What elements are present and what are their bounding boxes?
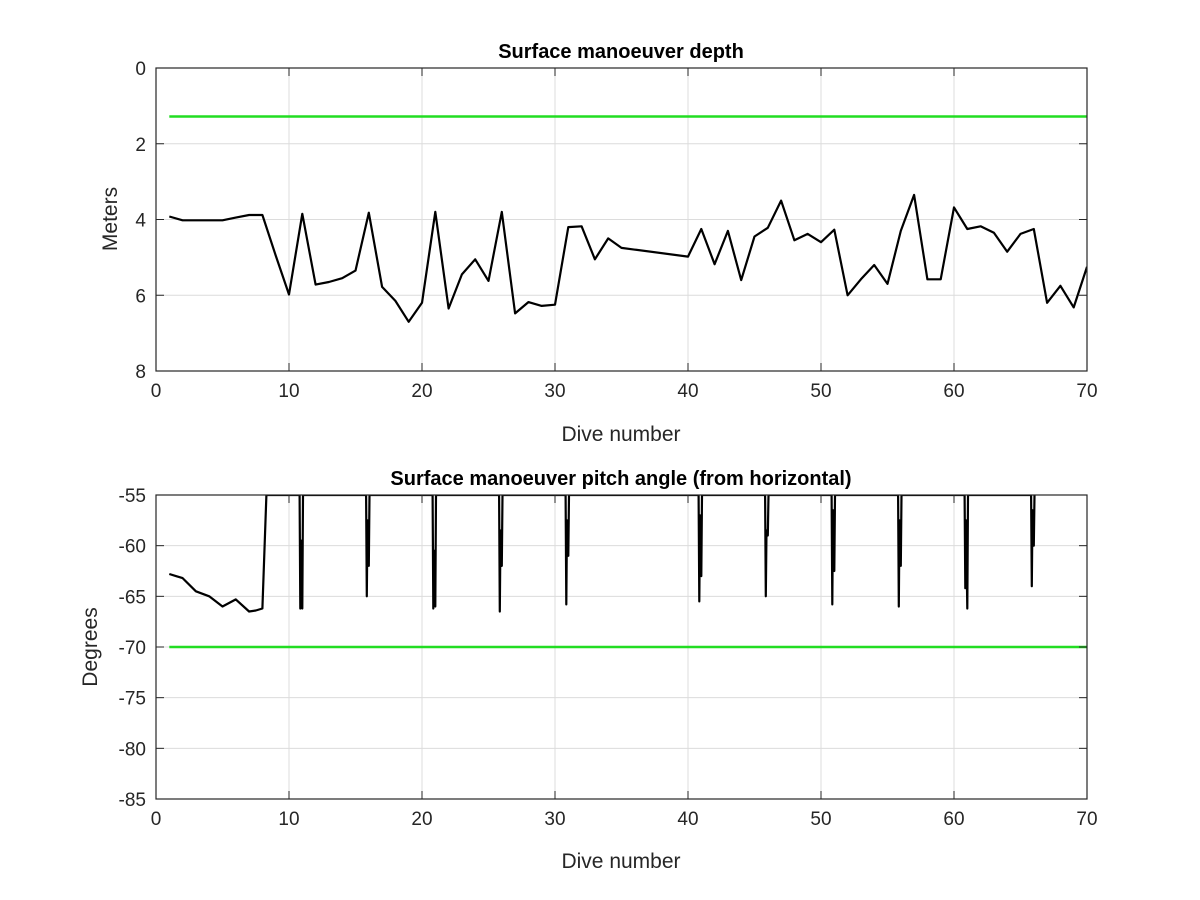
- depth-ylabel: Meters: [99, 187, 122, 251]
- depth-grid: [156, 68, 1087, 371]
- depth-series: [168, 115, 1087, 323]
- pitch-ytick-label: -80: [119, 739, 146, 760]
- depth-ytick-label: 2: [135, 135, 146, 156]
- depth-title: Surface manoeuver depth: [498, 41, 744, 63]
- pitch-ytick-label: -85: [119, 790, 146, 811]
- depth-ticks: 0 10 20 30 40 50 60 70 0 2 4 6 8: [135, 59, 1097, 402]
- depth-ytick-label: 8: [135, 362, 146, 383]
- depth-ytick-label: 4: [135, 211, 146, 232]
- pitch-ticks: 0 10 20 30 40 50 60 70 -55 -60 -65 -70 -75 -80 -85: [119, 486, 1098, 830]
- depth-xtick-label: 40: [677, 381, 698, 402]
- pitch-xtick-label: 60: [943, 809, 964, 830]
- pitch-xtick-label: 10: [278, 809, 299, 830]
- pitch-ytick-label: -70: [119, 638, 146, 659]
- pitch-ytick-label: -60: [119, 537, 146, 558]
- depth-xtick-label: 30: [544, 381, 565, 402]
- pitch-measured-line: [168, 495, 1036, 613]
- pitch-xtick-label: 40: [677, 809, 698, 830]
- depth-ytick-label: 0: [135, 59, 146, 80]
- pitch-ytick-label: -75: [119, 689, 146, 710]
- pitch-xlabel: Dive number: [561, 850, 680, 873]
- depth-subplot: 0 10 20 30 40 50 60 70 0 2 4 6 8 Surface manoeuver d…: [99, 41, 1098, 446]
- pitch-subplot: 0 10 20 30 40 50 60 70 -55 -60 -65 -70 -75 -80 -85 Sur…: [79, 468, 1098, 873]
- pitch-ytick-label: -65: [119, 587, 146, 608]
- depth-xtick-label: 50: [810, 381, 831, 402]
- depth-xtick-label: 20: [411, 381, 432, 402]
- pitch-ytick-label: -55: [119, 486, 146, 507]
- pitch-title: Surface manoeuver pitch angle (from hori…: [390, 468, 851, 490]
- pitch-xtick-label: 50: [810, 809, 831, 830]
- depth-measured-line: [168, 193, 1087, 323]
- depth-xtick-label: 0: [151, 381, 162, 402]
- depth-xtick-label: 60: [943, 381, 964, 402]
- pitch-xtick-label: 70: [1076, 809, 1097, 830]
- pitch-xtick-label: 20: [411, 809, 432, 830]
- depth-xtick-label: 70: [1076, 381, 1097, 402]
- pitch-xtick-label: 30: [544, 809, 565, 830]
- depth-xlabel: Dive number: [561, 423, 680, 446]
- pitch-ylabel: Degrees: [79, 607, 102, 686]
- depth-ytick-label: 6: [135, 286, 146, 307]
- pitch-xtick-label: 0: [151, 809, 162, 830]
- depth-xtick-label: 10: [278, 381, 299, 402]
- pitch-series: [168, 495, 1087, 649]
